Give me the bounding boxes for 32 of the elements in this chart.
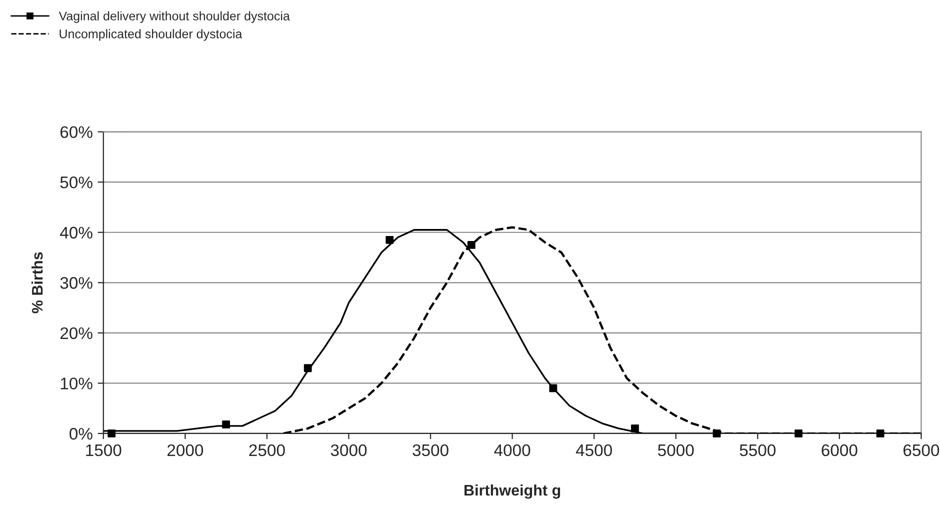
point [222, 420, 230, 428]
y-tick-label: 50% [60, 176, 92, 188]
x-tick-label: 2000 [167, 444, 204, 456]
x-axis-title: Birthweight g [464, 484, 560, 499]
y-tick-label: 0% [70, 428, 92, 440]
point [712, 430, 721, 438]
legend-label: Uncomplicated shoulder dystocia [60, 29, 242, 41]
x-tick-label: 5000 [658, 444, 694, 456]
legend-label: Vaginal delivery without shoulder dystocia [58, 11, 290, 23]
y-axis-title: % Births [31, 252, 43, 314]
point [467, 240, 476, 249]
point [386, 236, 394, 244]
x-tick-label: 6000 [822, 444, 858, 456]
x-tick-label: 2500 [249, 444, 285, 456]
y-tick-label: 40% [60, 226, 92, 239]
x-tick-label: 3000 [330, 444, 367, 456]
point [794, 430, 802, 438]
x-tick-label: 4500 [576, 444, 612, 456]
y-tick-label: 10% [60, 378, 92, 390]
point [876, 430, 884, 438]
y-tick-label: 30% [60, 277, 92, 289]
point [304, 364, 312, 372]
y-tick-label: 20% [60, 327, 92, 340]
y-tick-label: 60% [60, 126, 92, 138]
point [631, 424, 639, 432]
point [549, 384, 558, 392]
x-tick-label: 5500 [740, 444, 776, 456]
point [108, 430, 116, 438]
x-tick-label: 4000 [494, 444, 530, 456]
x-tick-label: 6500 [904, 444, 940, 456]
x-tick-label: 1500 [86, 444, 122, 456]
x-tick-label: 3500 [412, 444, 448, 456]
